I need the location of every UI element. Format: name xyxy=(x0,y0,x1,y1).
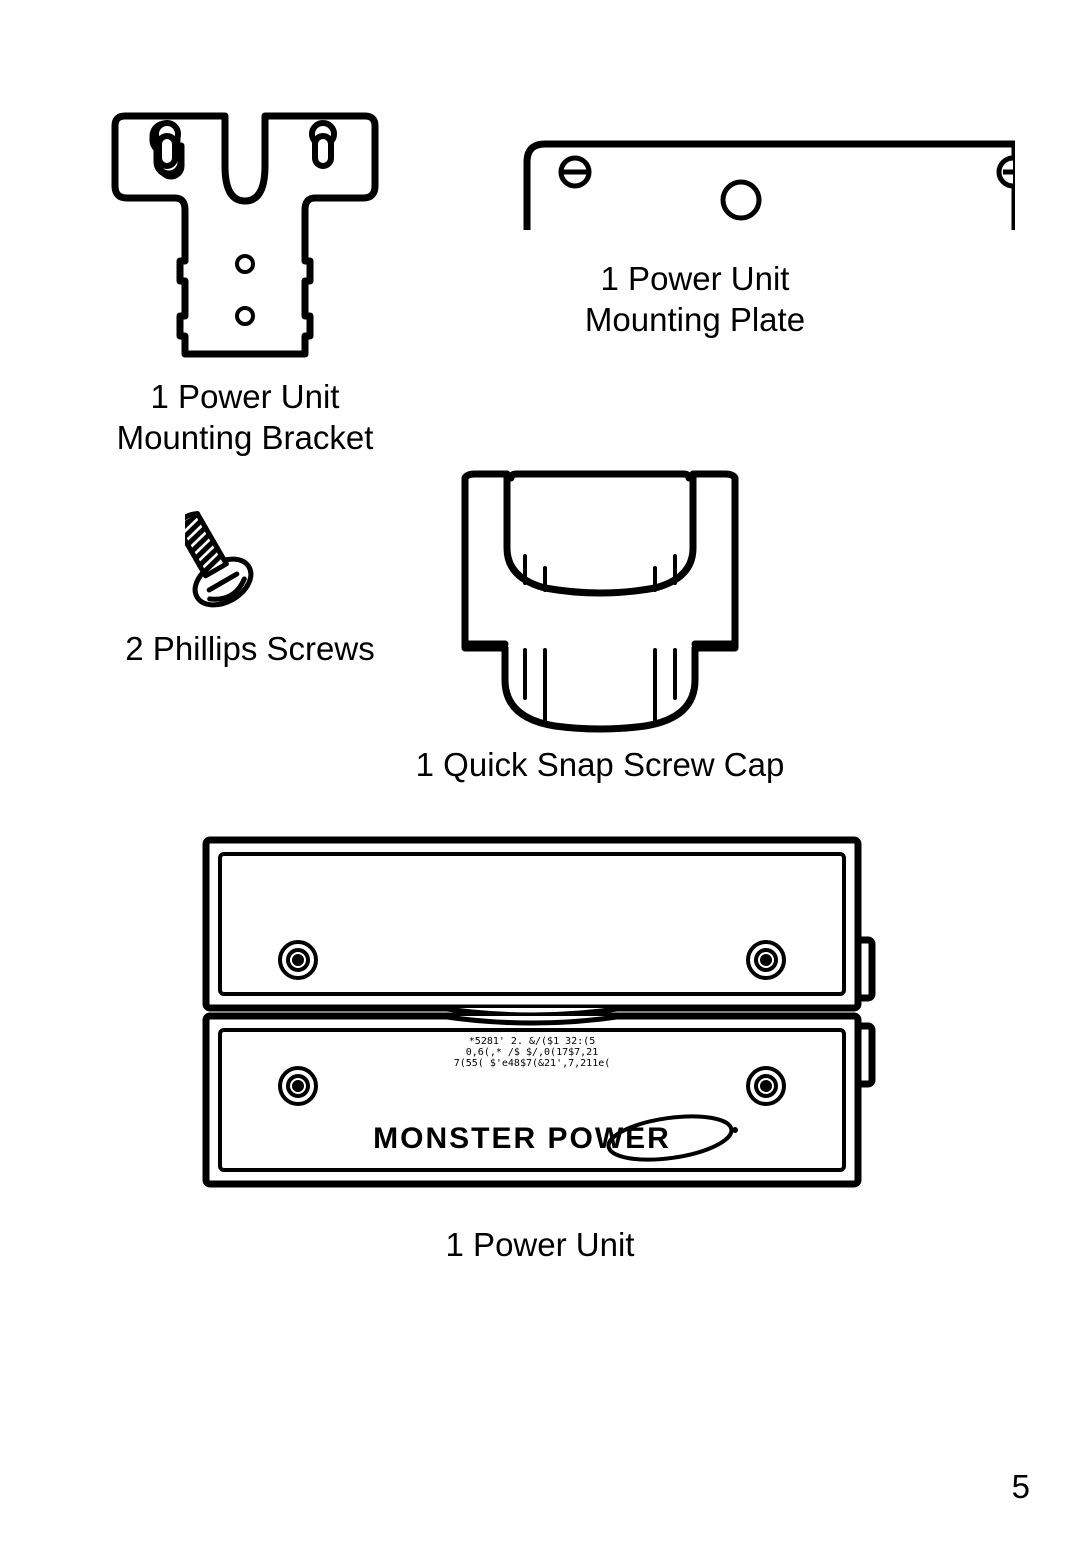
part-mounting-plate: 1 Power Unit Mounting Plate xyxy=(510,138,1020,341)
svg-text:MONSTER POWER: MONSTER POWER xyxy=(373,1122,671,1155)
part-power-unit: *5281' 2. &/($1 32:(5 0,6(,* /$ $/,0(17$… xyxy=(170,830,910,1265)
unit-caption: 1 Power Unit xyxy=(170,1224,910,1265)
screw-icon xyxy=(185,490,315,620)
screws-caption: 2 Phillips Screws xyxy=(100,628,400,669)
bracket-caption: 1 Power Unit Mounting Bracket xyxy=(80,376,410,459)
plate-caption-line1: 1 Power Unit xyxy=(510,258,880,299)
part-phillips-screws: 2 Phillips Screws xyxy=(100,490,400,669)
cap-icon xyxy=(445,468,755,738)
unit-smalltext: *5281' 2. &/($1 32:(5 xyxy=(469,1036,595,1047)
cap-caption: 1 Quick Snap Screw Cap xyxy=(400,744,800,785)
bracket-caption-line1: 1 Power Unit xyxy=(80,376,410,417)
part-screw-cap: 1 Quick Snap Screw Cap xyxy=(400,468,800,785)
power-unit-icon: *5281' 2. &/($1 32:(5 0,6(,* /$ $/,0(17$… xyxy=(190,830,890,1210)
plate-caption: 1 Power Unit Mounting Plate xyxy=(510,258,1020,341)
svg-text:7(55( $'e48$7(&21',7,211e(: 7(55( $'e48$7(&21',7,211e( xyxy=(454,1058,611,1069)
plate-caption-line2: Mounting Plate xyxy=(510,299,880,340)
bracket-icon xyxy=(105,106,385,366)
part-mounting-bracket: 1 Power Unit Mounting Bracket xyxy=(80,106,410,459)
plate-icon xyxy=(515,138,1015,238)
svg-text:0,6(,* /$ $/,0(17$7,21: 0,6(,* /$ $/,0(17$7,21 xyxy=(466,1047,598,1058)
page-number: 5 xyxy=(1012,1468,1030,1506)
bracket-caption-line2: Mounting Bracket xyxy=(80,417,410,458)
